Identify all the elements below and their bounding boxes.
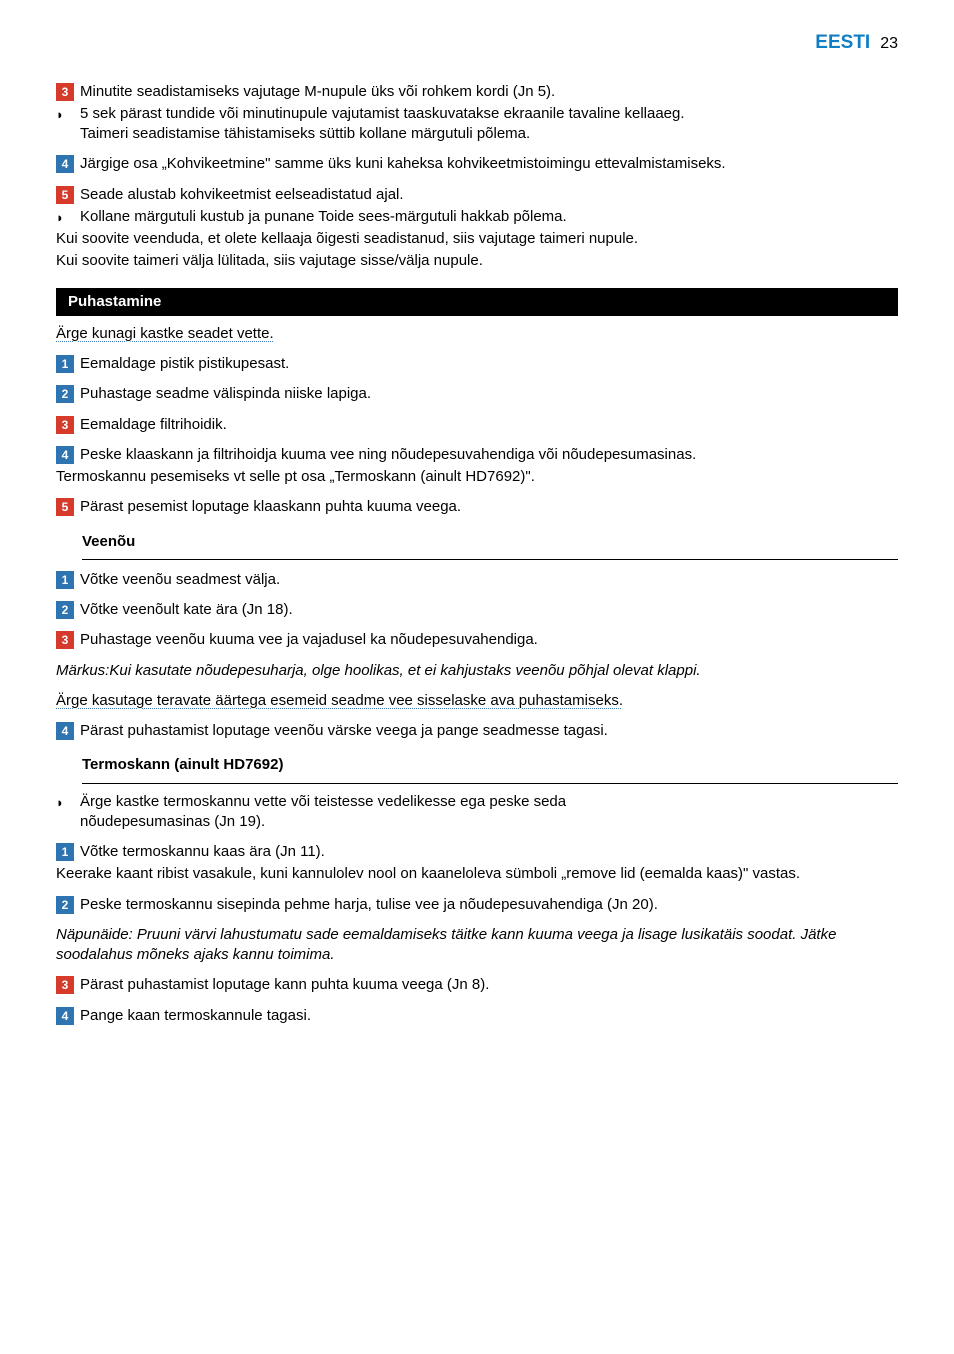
step-badge-4: 4 [56, 1007, 74, 1025]
bullet-icon: ◗ [56, 794, 80, 812]
step-row: 3 Pärast puhastamist loputage kann puhta… [56, 975, 898, 995]
divider [82, 783, 898, 784]
step-text: Eemaldage pistik pistikupesast. [80, 354, 898, 374]
warning-text: Ärge kunagi kastke seadet vette. [56, 324, 898, 344]
step-text: Seade alustab kohvikeetmist eelseadistat… [80, 185, 898, 205]
step-badge-1: 1 [56, 843, 74, 861]
sub-heading-veenou: Veenõu [56, 532, 898, 555]
bullet-icon: ◗ [56, 106, 80, 124]
step-text: Puhastage veenõu kuuma vee ja vajadusel … [80, 630, 898, 650]
step-badge-4: 4 [56, 155, 74, 173]
step-text: Minutite seadistamiseks vajutage M-nupul… [80, 82, 898, 102]
section-heading-puhastamine: Puhastamine [56, 288, 898, 316]
step-text: Puhastage seadme välispinda niiske lapig… [80, 384, 898, 404]
page-header: EESTI 23 [56, 30, 898, 56]
bullet-text: Kollane märgutuli kustub ja punane Toide… [80, 207, 898, 227]
note-italic: Märkus:Kui kasutate nõudepesuharja, olge… [56, 661, 898, 681]
step-text: Järgige osa „Kohvikeetmine" samme üks ku… [80, 154, 898, 174]
step-row: 1 Võtke termoskannu kaas ära (Jn 11). [56, 842, 898, 862]
step-row: 2 Võtke veenõult kate ära (Jn 18). [56, 600, 898, 620]
step-text: Eemaldage filtrihoidik. [80, 415, 898, 435]
step-text: Pange kaan termoskannule tagasi. [80, 1006, 898, 1026]
bullet-text: 5 sek pärast tundide või minutinupule va… [80, 104, 898, 145]
step-row: 5 Seade alustab kohvikeetmist eelseadist… [56, 185, 898, 205]
bullet-text-b: Taimeri seadistamise tähistamiseks sütti… [80, 125, 530, 142]
step-row: 3 Minutite seadistamiseks vajutage M-nup… [56, 82, 898, 102]
warning-underline: Ärge kunagi kastke seadet vette. [56, 325, 274, 342]
sub-heading-termoskann: Termoskann (ainult HD7692) [56, 755, 898, 778]
paragraph: Termoskannu pesemiseks vt selle pt osa „… [56, 467, 898, 487]
step-row: 2 Peske termoskannu sisepinda pehme harj… [56, 895, 898, 915]
bullet-text: Ärge kastke termoskannu vette või teiste… [80, 792, 898, 833]
step-row: 4 Järgige osa „Kohvikeetmine" samme üks … [56, 154, 898, 174]
bullet-text-a: 5 sek pärast tundide või minutinupule va… [80, 105, 685, 122]
warning-underline: Ärge kasutage teravate äärtega esemeid s… [56, 692, 623, 709]
step-badge-3: 3 [56, 416, 74, 434]
step-badge-2: 2 [56, 601, 74, 619]
bullet-row: ◗ 5 sek pärast tundide või minutinupule … [56, 104, 898, 145]
step-row: 4 Pange kaan termoskannule tagasi. [56, 1006, 898, 1026]
bullet-row: ◗ Kollane märgutuli kustub ja punane Toi… [56, 207, 898, 227]
step-badge-4: 4 [56, 446, 74, 464]
divider [82, 559, 898, 560]
paragraph: Kui soovite veenduda, et olete kellaaja … [56, 229, 898, 249]
step-text: Võtke veenõult kate ära (Jn 18). [80, 600, 898, 620]
step-badge-5: 5 [56, 498, 74, 516]
step-badge-5: 5 [56, 186, 74, 204]
step-badge-3: 3 [56, 83, 74, 101]
step-text: Pärast puhastamist loputage veenõu värsk… [80, 721, 898, 741]
step-badge-3: 3 [56, 976, 74, 994]
step-text: Pärast puhastamist loputage kann puhta k… [80, 975, 898, 995]
bullet-icon: ◗ [56, 209, 80, 227]
tip-italic: Näpunäide: Pruuni värvi lahustumatu sade… [56, 925, 898, 966]
paragraph: Keerake kaant ribist vasakule, kuni kann… [56, 864, 898, 884]
step-badge-1: 1 [56, 355, 74, 373]
step-row: 3 Eemaldage filtrihoidik. [56, 415, 898, 435]
step-row: 1 Võtke veenõu seadmest välja. [56, 570, 898, 590]
step-row: 4 Peske klaaskann ja filtrihoidja kuuma … [56, 445, 898, 465]
step-text: Pärast pesemist loputage klaaskann puhta… [80, 497, 898, 517]
step-badge-4: 4 [56, 722, 74, 740]
step-badge-2: 2 [56, 385, 74, 403]
step-badge-1: 1 [56, 571, 74, 589]
header-language: EESTI [815, 30, 870, 56]
bullet-text-a: Ärge kastke termoskannu vette või teiste… [80, 793, 566, 810]
step-row: 4 Pärast puhastamist loputage veenõu vär… [56, 721, 898, 741]
step-text: Peske klaaskann ja filtrihoidja kuuma ve… [80, 445, 898, 465]
step-text: Võtke termoskannu kaas ära (Jn 11). [80, 842, 898, 862]
bullet-text-b: nõudepesumasinas (Jn 19). [80, 813, 265, 830]
bullet-row: ◗ Ärge kastke termoskannu vette või teis… [56, 792, 898, 833]
step-row: 2 Puhastage seadme välispinda niiske lap… [56, 384, 898, 404]
step-row: 5 Pärast pesemist loputage klaaskann puh… [56, 497, 898, 517]
step-badge-3: 3 [56, 631, 74, 649]
step-badge-2: 2 [56, 896, 74, 914]
step-text: Peske termoskannu sisepinda pehme harja,… [80, 895, 898, 915]
step-text: Võtke veenõu seadmest välja. [80, 570, 898, 590]
paragraph: Kui soovite taimeri välja lülitada, siis… [56, 251, 898, 271]
step-row: 1 Eemaldage pistik pistikupesast. [56, 354, 898, 374]
warning-text: Ärge kasutage teravate äärtega esemeid s… [56, 691, 898, 711]
header-page-number: 23 [880, 33, 898, 55]
step-row: 3 Puhastage veenõu kuuma vee ja vajaduse… [56, 630, 898, 650]
